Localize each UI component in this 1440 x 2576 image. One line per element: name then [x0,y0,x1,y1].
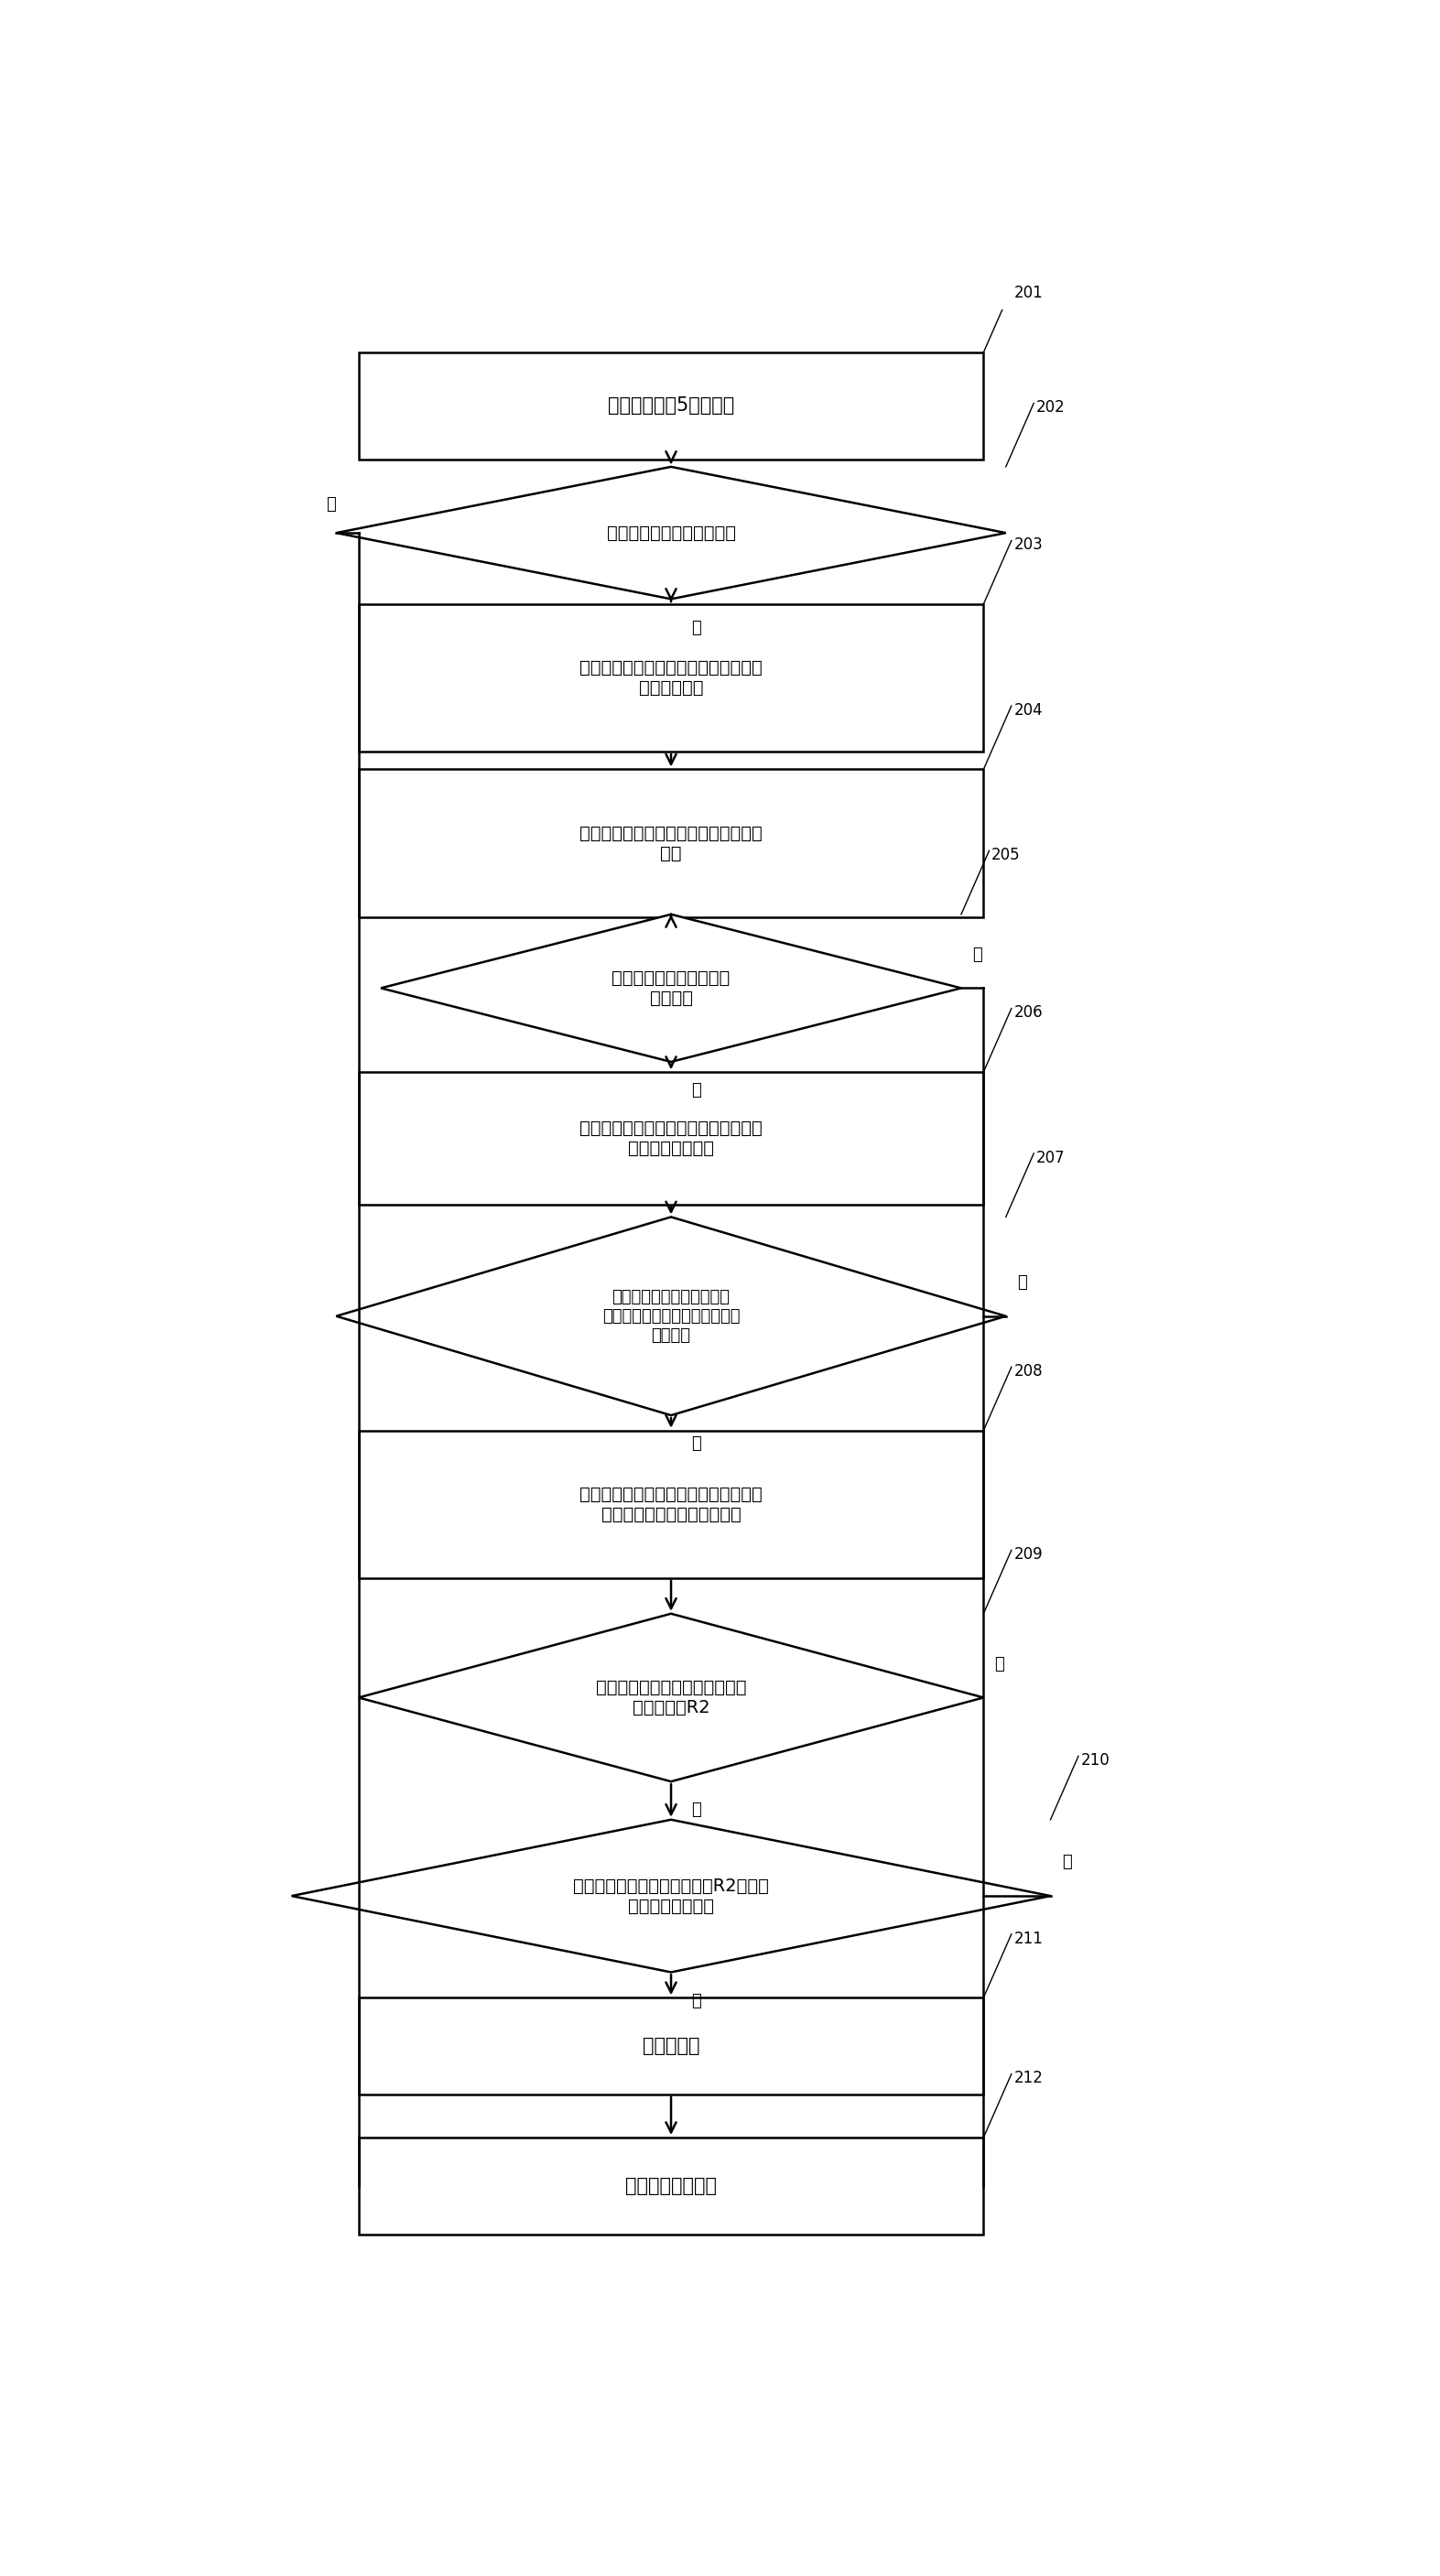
Text: 否: 否 [1017,1275,1027,1291]
Text: 统计邻区与原小区的距离、邻区与原小
区主瓣的夹角: 统计邻区与原小区的距离、邻区与原小 区主瓣的夹角 [580,659,762,696]
Text: 最远邻区环位置大于给定
的门限值: 最远邻区环位置大于给定 的门限值 [612,969,730,1007]
Text: 是: 是 [691,1435,701,1453]
Bar [359,770,984,917]
Text: 211: 211 [1014,1929,1043,1947]
Text: 210: 210 [1080,1752,1110,1770]
Bar [359,605,984,752]
Text: 208: 208 [1014,1363,1043,1381]
Text: 否: 否 [995,1656,1005,1672]
Text: 203: 203 [1014,536,1043,554]
Text: 原小区越区: 原小区越区 [642,2038,700,2056]
Text: 是: 是 [691,1994,701,2009]
Text: 207: 207 [1035,1149,1066,1167]
Text: 209: 209 [1014,1546,1043,1564]
Text: 移动终端与原小区的距离大于R2的次数
大于给定的门限值: 移动终端与原小区的距离大于R2的次数 大于给定的门限值 [573,1878,769,1914]
Text: 202: 202 [1035,399,1066,415]
Text: 最远邻区所在环内原小区主
瓣角内配有邻区的环数大于给定
的门限值: 最远邻区所在环内原小区主 瓣角内配有邻区的环数大于给定 的门限值 [602,1288,740,1345]
Text: 否: 否 [327,497,336,513]
Text: 判断下一个原小区: 判断下一个原小区 [625,2177,717,2195]
Polygon shape [359,1613,984,1783]
Text: 是: 是 [691,1082,701,1097]
Polygon shape [291,1819,1051,1973]
Text: 是: 是 [691,618,701,636]
Text: 移动终端与原小区的距离大于给
定的门限值R2: 移动终端与原小区的距离大于给 定的门限值R2 [596,1680,746,1716]
Bar [359,1996,984,2094]
Bar [359,2138,984,2233]
Bar [359,1072,984,1203]
Text: 根据同心圆半径计算最远邻区所在的环
位置: 根据同心圆半径计算最远邻区所在的环 位置 [580,824,762,863]
Text: 输入单元输入5个门限值: 输入单元输入5个门限值 [608,397,734,415]
Bar [359,1430,984,1579]
Polygon shape [380,914,962,1061]
Text: 是: 是 [691,1801,701,1819]
Text: 201: 201 [1014,286,1043,301]
Polygon shape [337,1216,1005,1414]
Text: 否: 否 [1061,1855,1071,1870]
Text: 212: 212 [1014,2071,1043,2087]
Text: 否: 否 [972,945,982,963]
Text: 统计最远邻区所在环内原小区主瓣范围
内配有邻区的环数: 统计最远邻区所在环内原小区主瓣范围 内配有邻区的环数 [580,1121,762,1157]
Text: 205: 205 [991,848,1021,863]
Text: 204: 204 [1014,703,1043,719]
Bar [359,353,984,459]
Text: 统计移动终端在原小区与邻区之间切换
时，移动终端与原小区的距离: 统计移动终端在原小区与邻区之间切换 时，移动终端与原小区的距离 [580,1486,762,1522]
Text: 206: 206 [1014,1005,1043,1020]
Polygon shape [337,466,1005,600]
Text: 邻区个数大于给定的门限值: 邻区个数大于给定的门限值 [606,523,736,541]
